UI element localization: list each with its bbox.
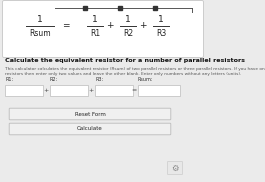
Bar bbox=[5, 85, 43, 96]
Text: R2: R2 bbox=[123, 29, 133, 37]
Text: R2:: R2: bbox=[50, 77, 58, 82]
Text: Calculate the equivalent resistor for a number of parallel resistors: Calculate the equivalent resistor for a … bbox=[5, 58, 245, 63]
FancyBboxPatch shape bbox=[2, 1, 204, 58]
Text: =: = bbox=[131, 88, 137, 93]
Bar bbox=[138, 85, 180, 96]
Text: Rsum: Rsum bbox=[29, 29, 51, 37]
Text: +: + bbox=[106, 21, 114, 31]
Bar bbox=[50, 85, 88, 96]
FancyBboxPatch shape bbox=[9, 123, 171, 135]
Text: 1: 1 bbox=[92, 15, 98, 25]
Text: Reset Form: Reset Form bbox=[74, 112, 105, 116]
Text: 1: 1 bbox=[158, 15, 164, 25]
Text: R3:: R3: bbox=[95, 77, 103, 82]
Text: This calculator calculates the equivalent resistor (Rsum) of two parallel resist: This calculator calculates the equivalen… bbox=[5, 67, 265, 76]
Text: =: = bbox=[62, 21, 70, 31]
Bar bbox=[95, 85, 133, 96]
Text: Calculate: Calculate bbox=[77, 126, 103, 132]
Text: R1: R1 bbox=[90, 29, 100, 37]
Text: 1: 1 bbox=[125, 15, 131, 25]
Text: 1: 1 bbox=[37, 15, 43, 25]
Text: Rsum:: Rsum: bbox=[138, 77, 153, 82]
Text: R3: R3 bbox=[156, 29, 166, 37]
Text: +: + bbox=[88, 88, 94, 93]
FancyBboxPatch shape bbox=[9, 108, 171, 120]
Text: +: + bbox=[43, 88, 48, 93]
Text: R1:: R1: bbox=[5, 77, 13, 82]
Text: ⚙: ⚙ bbox=[171, 163, 179, 173]
Text: +: + bbox=[139, 21, 147, 31]
FancyBboxPatch shape bbox=[167, 161, 183, 175]
